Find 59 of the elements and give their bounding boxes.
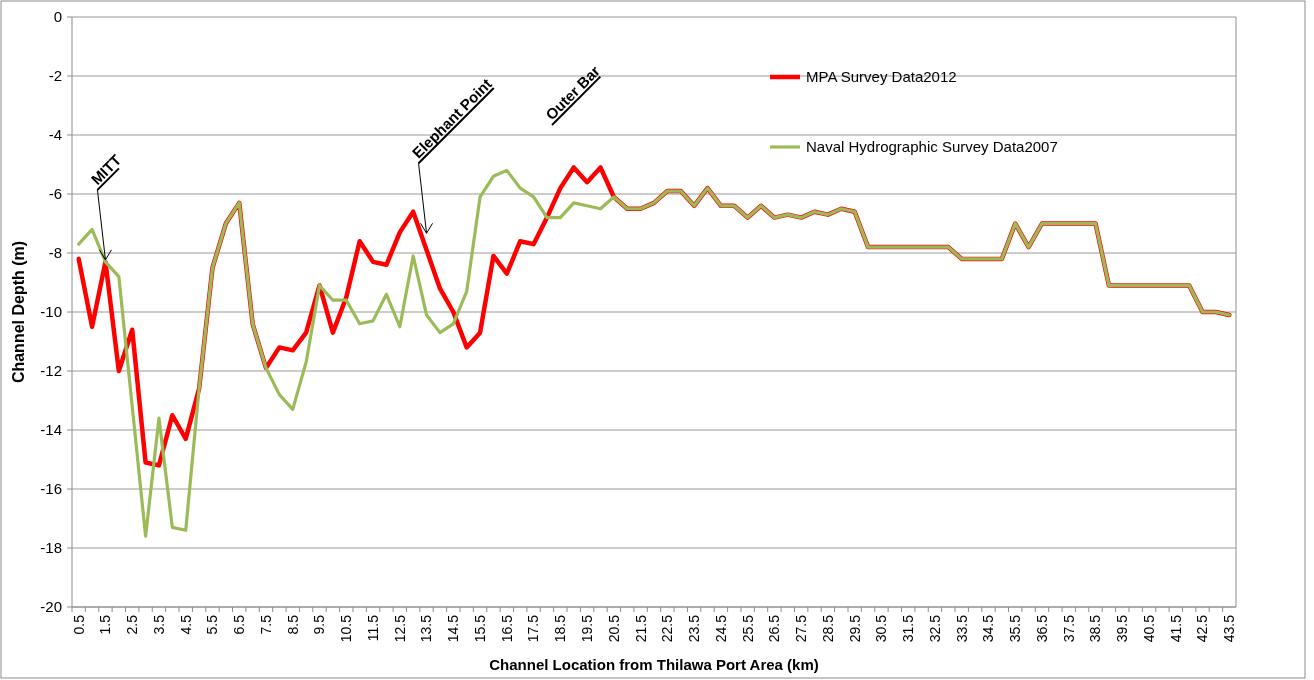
y-tick-label: 0 xyxy=(53,8,62,26)
x-tick-label: 36.5 xyxy=(1033,614,1050,643)
y-tick-label: -12 xyxy=(40,362,62,380)
x-tick-label: 26.5 xyxy=(766,614,783,643)
x-tick-label: 0.5 xyxy=(70,614,87,635)
legend-label: MPA Survey Data2012 xyxy=(806,68,957,86)
x-tick-label: 32.5 xyxy=(926,614,943,643)
x-tick-label: 6.5 xyxy=(231,614,248,635)
x-axis-title: Channel Location from Thilawa Port Area (km) xyxy=(489,656,819,673)
x-tick-label: 34.5 xyxy=(980,614,997,643)
x-tick-label: 42.5 xyxy=(1194,614,1211,643)
x-tick-label: 18.5 xyxy=(552,614,569,643)
x-tick-label: 41.5 xyxy=(1167,614,1184,643)
x-tick-label: 16.5 xyxy=(498,614,515,643)
x-tick-label: 24.5 xyxy=(712,614,729,643)
y-tick-label: -2 xyxy=(48,67,62,85)
x-tick-label: 12.5 xyxy=(391,614,408,643)
y-tick-label: -14 xyxy=(40,421,62,439)
x-tick-label: 20.5 xyxy=(605,614,622,643)
y-axis-title: Channel Depth (m) xyxy=(10,240,27,384)
x-tick-label: 21.5 xyxy=(632,614,649,643)
x-tick-label: 17.5 xyxy=(525,614,542,643)
y-tick-label: -20 xyxy=(40,598,62,616)
y-tick-label: -8 xyxy=(48,244,62,262)
y-tick-label: -16 xyxy=(40,480,62,498)
x-tick-label: 40.5 xyxy=(1140,614,1157,643)
x-tick-label: 27.5 xyxy=(793,614,810,643)
y-tick-label: -10 xyxy=(40,303,62,321)
x-tick-label: 19.5 xyxy=(579,614,595,643)
x-tick-label: 9.5 xyxy=(311,614,328,635)
x-tick-label: 1.5 xyxy=(97,614,114,635)
x-tick-label: 23.5 xyxy=(686,614,703,643)
x-tick-label: 8.5 xyxy=(284,614,301,635)
x-tick-label: 33.5 xyxy=(953,614,970,643)
x-tick-label: 30.5 xyxy=(873,614,890,643)
x-tick-label: 11.5 xyxy=(364,614,381,642)
x-tick-label: 5.5 xyxy=(204,614,221,635)
x-tick-label: 31.5 xyxy=(900,614,917,643)
y-tick-label: -18 xyxy=(40,539,62,557)
x-tick-label: 22.5 xyxy=(659,614,676,643)
x-tick-label: 25.5 xyxy=(739,614,756,643)
x-tick-label: 28.5 xyxy=(819,614,836,643)
x-tick-label: 14.5 xyxy=(445,614,462,643)
x-tick-label: 15.5 xyxy=(471,614,488,643)
x-tick-label: 38.5 xyxy=(1087,614,1104,643)
x-tick-label: 29.5 xyxy=(846,614,863,643)
x-tick-label: 37.5 xyxy=(1060,614,1077,643)
x-tick-label: 10.5 xyxy=(338,614,355,643)
y-tick-label: -4 xyxy=(48,126,62,144)
y-tick-label: -6 xyxy=(48,185,62,203)
x-tick-label: 39.5 xyxy=(1114,614,1131,643)
x-tick-label: 4.5 xyxy=(177,614,194,635)
x-tick-label: 43.5 xyxy=(1221,614,1238,643)
x-tick-label: 7.5 xyxy=(257,614,274,635)
legend-label: Naval Hydrographic Survey Data2007 xyxy=(806,138,1058,156)
x-tick-label: 2.5 xyxy=(124,614,141,635)
x-tick-label: 13.5 xyxy=(418,614,435,643)
x-tick-label: 35.5 xyxy=(1007,614,1024,643)
x-tick-label: 3.5 xyxy=(150,614,167,635)
